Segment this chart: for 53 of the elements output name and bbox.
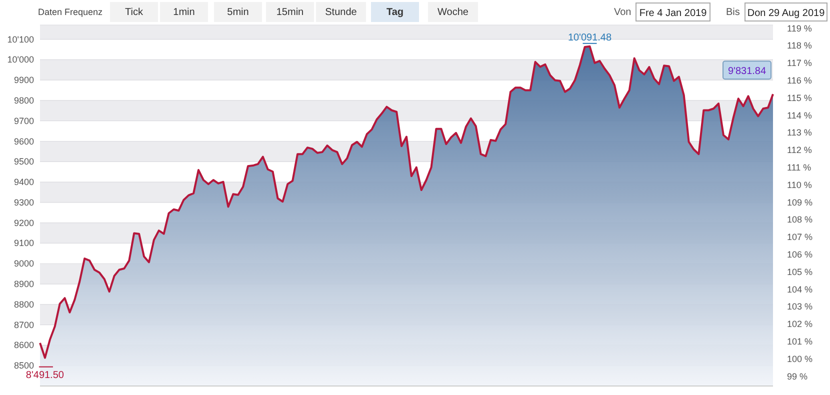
y-tick-label: 9400 (14, 177, 34, 188)
y2-tick-label: 118 % (787, 40, 812, 51)
y2-tick-label: 111 % (787, 162, 812, 172)
y2-tick-label: 110 % (787, 180, 812, 190)
y2-tick-label: 115 % (787, 92, 812, 103)
y2-tick-label: 102 % (787, 319, 813, 330)
y2-tick-label: 114 % (787, 110, 812, 120)
y-tick-label: 9200 (14, 218, 34, 228)
y-tick-label: 8900 (14, 279, 34, 290)
y2-tick-label: 117 % (787, 58, 812, 68)
annotation: 10'091.48 (568, 32, 612, 44)
y2-tick-label: 108 % (787, 214, 813, 225)
y-tick-label: 8600 (14, 340, 34, 350)
text: 1min (173, 7, 195, 18)
y-tick-label: 10'100 (7, 34, 34, 44)
y-tick-label: 9000 (14, 258, 34, 269)
text: Woche (438, 7, 469, 18)
y-tick-label: 8700 (14, 320, 34, 330)
y2-tick-label: 116 % (787, 76, 812, 86)
y2-tick-label: 112 % (787, 145, 812, 156)
text: 5min (227, 7, 249, 18)
text: Tick (125, 7, 144, 18)
text: Stunde (325, 7, 358, 18)
y2-tick-label: 105 % (787, 266, 813, 277)
text: Fre 4 Jan 2019 (639, 8, 708, 19)
y2-tick-label: 119 % (787, 23, 812, 34)
y-tick-label: 9100 (14, 238, 34, 248)
y-tick-label: 9500 (14, 156, 34, 167)
y-tick-label: 10'000 (7, 54, 34, 65)
y2-tick-label: 101 % (787, 336, 813, 346)
y2-tick-label: 103 % (787, 302, 813, 312)
text: Don 29 Aug 2019 (747, 8, 826, 19)
text: Bis (726, 7, 740, 18)
y-tick-label: 9900 (14, 75, 34, 86)
y-tick-label: 9600 (14, 136, 34, 146)
y2-tick-label: 104 % (787, 284, 813, 294)
annotation: 8'491.50 (26, 370, 64, 381)
y-tick-label: 8800 (14, 299, 34, 310)
text: Daten Frequenz (38, 7, 104, 17)
y-tick-label: 9700 (14, 116, 34, 126)
y2-tick-label: 106 % (787, 249, 813, 260)
annotation: 9'831.84 (728, 66, 766, 78)
text: 15min (276, 7, 304, 18)
y2-tick-label: 99 % (787, 371, 808, 382)
y2-tick-label: 109 % (787, 197, 813, 208)
text: Von (614, 7, 632, 18)
y2-tick-label: 100 % (787, 354, 813, 364)
text: Tag (386, 7, 404, 18)
y-tick-label: 8500 (14, 360, 34, 371)
y2-tick-label: 113 % (787, 128, 812, 138)
y-tick-label: 9800 (14, 95, 34, 106)
y2-tick-label: 107 % (787, 232, 813, 242)
y-tick-label: 9300 (14, 197, 34, 208)
